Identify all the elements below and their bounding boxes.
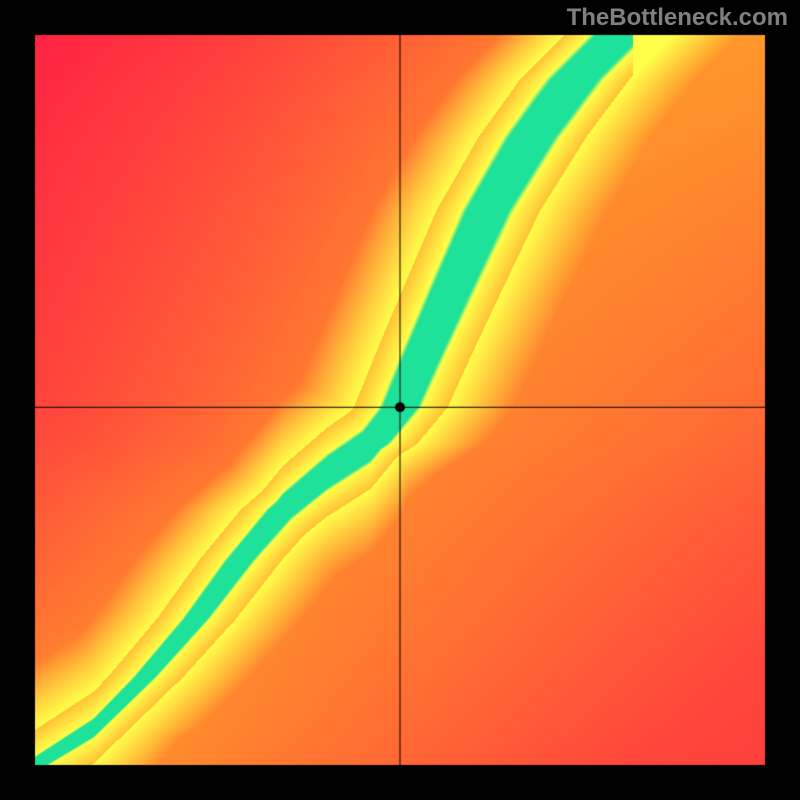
chart-container: TheBottleneck.com bbox=[0, 0, 800, 800]
watermark-text: TheBottleneck.com bbox=[567, 4, 788, 32]
bottleneck-heatmap bbox=[0, 0, 800, 800]
